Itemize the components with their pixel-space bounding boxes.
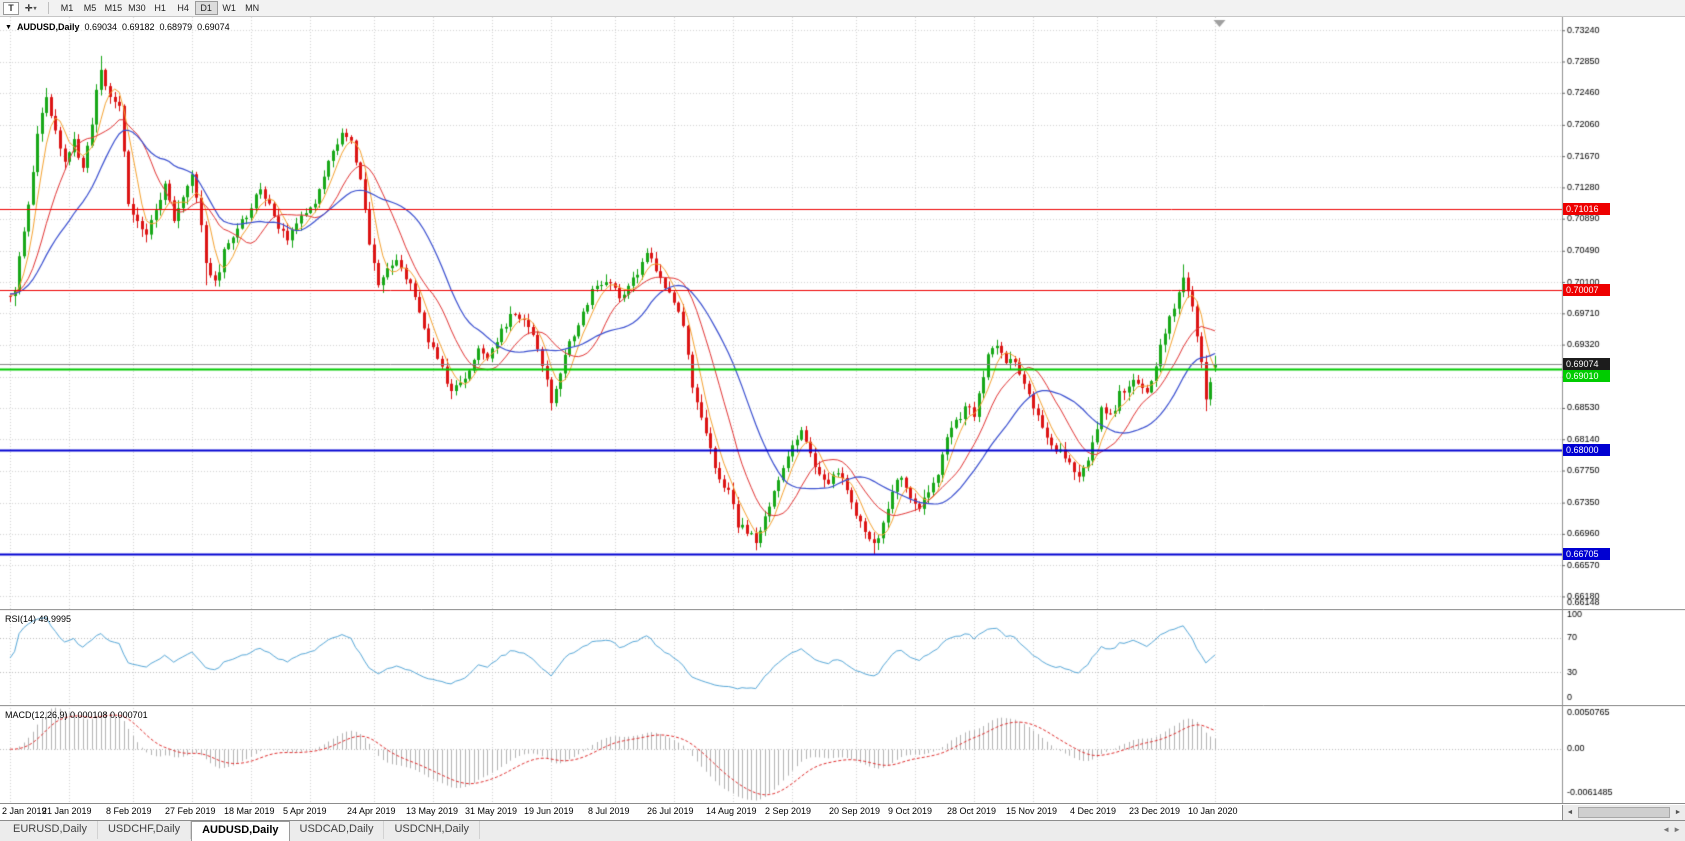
- date-label: 31 May 2019: [465, 806, 518, 816]
- timeframe-toolbar: T ✛ ▾ M1 M5 M15 M30 H1 H4 D1 W1 MN: [0, 0, 1685, 17]
- tab-scroll-nav: ◄ ►: [1662, 825, 1681, 834]
- chart-tab-eurusd[interactable]: EURUSD,Daily: [3, 821, 98, 839]
- macd-indicator-pane[interactable]: MACD(12,26,9) 0.000108 0.000701: [0, 705, 1685, 803]
- date-label: 27 Feb 2019: [165, 806, 216, 816]
- date-label: 15 Nov 2019: [1006, 806, 1058, 816]
- price-chart-pane[interactable]: ▼ AUDUSD,Daily 0.69034 0.69182 0.68979 0…: [0, 17, 1685, 609]
- crosshair-icon: ✛: [25, 2, 33, 13]
- macd-canvas[interactable]: [0, 705, 1685, 803]
- horizontal-scrollbar[interactable]: ◄ ►: [1562, 805, 1685, 820]
- timeframe-button-d1[interactable]: D1: [194, 1, 218, 15]
- rsi-canvas[interactable]: [0, 609, 1685, 705]
- date-label: 8 Feb 2019: [106, 806, 152, 816]
- date-label: 8 Jul 2019: [588, 806, 630, 816]
- chart-tab-usdcad[interactable]: USDCAD,Daily: [290, 821, 385, 839]
- timeframe-buttons-group: M1 M5 M15 M30 H1 H4 D1 W1 MN: [56, 1, 264, 15]
- timeframe-button-mn[interactable]: MN: [241, 1, 264, 15]
- date-label: 9 Oct 2019: [888, 806, 933, 816]
- scroll-left-button[interactable]: ◄: [1566, 809, 1574, 816]
- chart-tab-usdcnh[interactable]: USDCNH,Daily: [384, 821, 481, 839]
- chart-type-button[interactable]: T: [3, 1, 19, 15]
- date-axis: 2 Jan 2019 21 Jan 2019 8 Feb 2019 27 Feb 20…: [0, 803, 1685, 820]
- timeframe-button-w1[interactable]: W1: [218, 1, 241, 15]
- chart-tabs: EURUSD,Daily USDCHF,Daily AUDUSD,Daily USDC…: [3, 821, 481, 841]
- date-label: 13 May 2019: [406, 806, 459, 816]
- date-label: 28 Oct 2019: [947, 806, 997, 816]
- date-label: 4 Dec 2019: [1070, 806, 1117, 816]
- timeframe-button-m15[interactable]: M15: [102, 1, 126, 15]
- rsi-indicator-pane[interactable]: RSI(14) 49.9995: [0, 609, 1685, 705]
- date-label: 24 Apr 2019: [347, 806, 396, 816]
- tab-scroll-left-button[interactable]: ◄: [1662, 825, 1671, 834]
- date-label: 23 Dec 2019: [1129, 806, 1181, 816]
- timeframe-button-h1[interactable]: H1: [149, 1, 172, 15]
- date-label: 2 Sep 2019: [765, 806, 812, 816]
- scroll-right-button[interactable]: ►: [1674, 809, 1682, 816]
- date-label: 21 Jan 2019: [42, 806, 92, 816]
- one-click-trading-arrow-icon[interactable]: ▼: [5, 23, 12, 31]
- crosshair-tool-button[interactable]: ✛ ▾: [21, 1, 41, 15]
- date-label: 20 Sep 2019: [829, 806, 881, 816]
- date-label: 26 Jul 2019: [647, 806, 694, 816]
- chart-tab-bar: EURUSD,Daily USDCHF,Daily AUDUSD,Daily USDC…: [0, 820, 1685, 841]
- timeframe-button-m1[interactable]: M1: [56, 1, 79, 15]
- chart-tab-usdchf[interactable]: USDCHF,Daily: [98, 821, 192, 839]
- price-chart-canvas[interactable]: [0, 17, 1685, 609]
- date-label: 5 Apr 2019: [283, 806, 327, 816]
- chart-tab-audusd[interactable]: AUDUSD,Daily: [191, 821, 290, 841]
- dropdown-caret-icon: ▾: [33, 5, 37, 12]
- date-label: 18 Mar 2019: [224, 806, 275, 816]
- date-label: 10 Jan 2020: [1188, 806, 1238, 816]
- timeframe-button-m5[interactable]: M5: [79, 1, 102, 15]
- date-label: 2 Jan 2019: [2, 806, 47, 816]
- date-label: 19 Jun 2019: [524, 806, 574, 816]
- date-label: 14 Aug 2019: [706, 806, 757, 816]
- timeframe-button-m30[interactable]: M30: [125, 1, 149, 15]
- tab-scroll-right-button[interactable]: ►: [1673, 825, 1681, 834]
- scroll-thumb[interactable]: [1578, 807, 1670, 818]
- timeframe-button-h4[interactable]: H4: [172, 1, 195, 15]
- toolbar-separator: [47, 2, 49, 14]
